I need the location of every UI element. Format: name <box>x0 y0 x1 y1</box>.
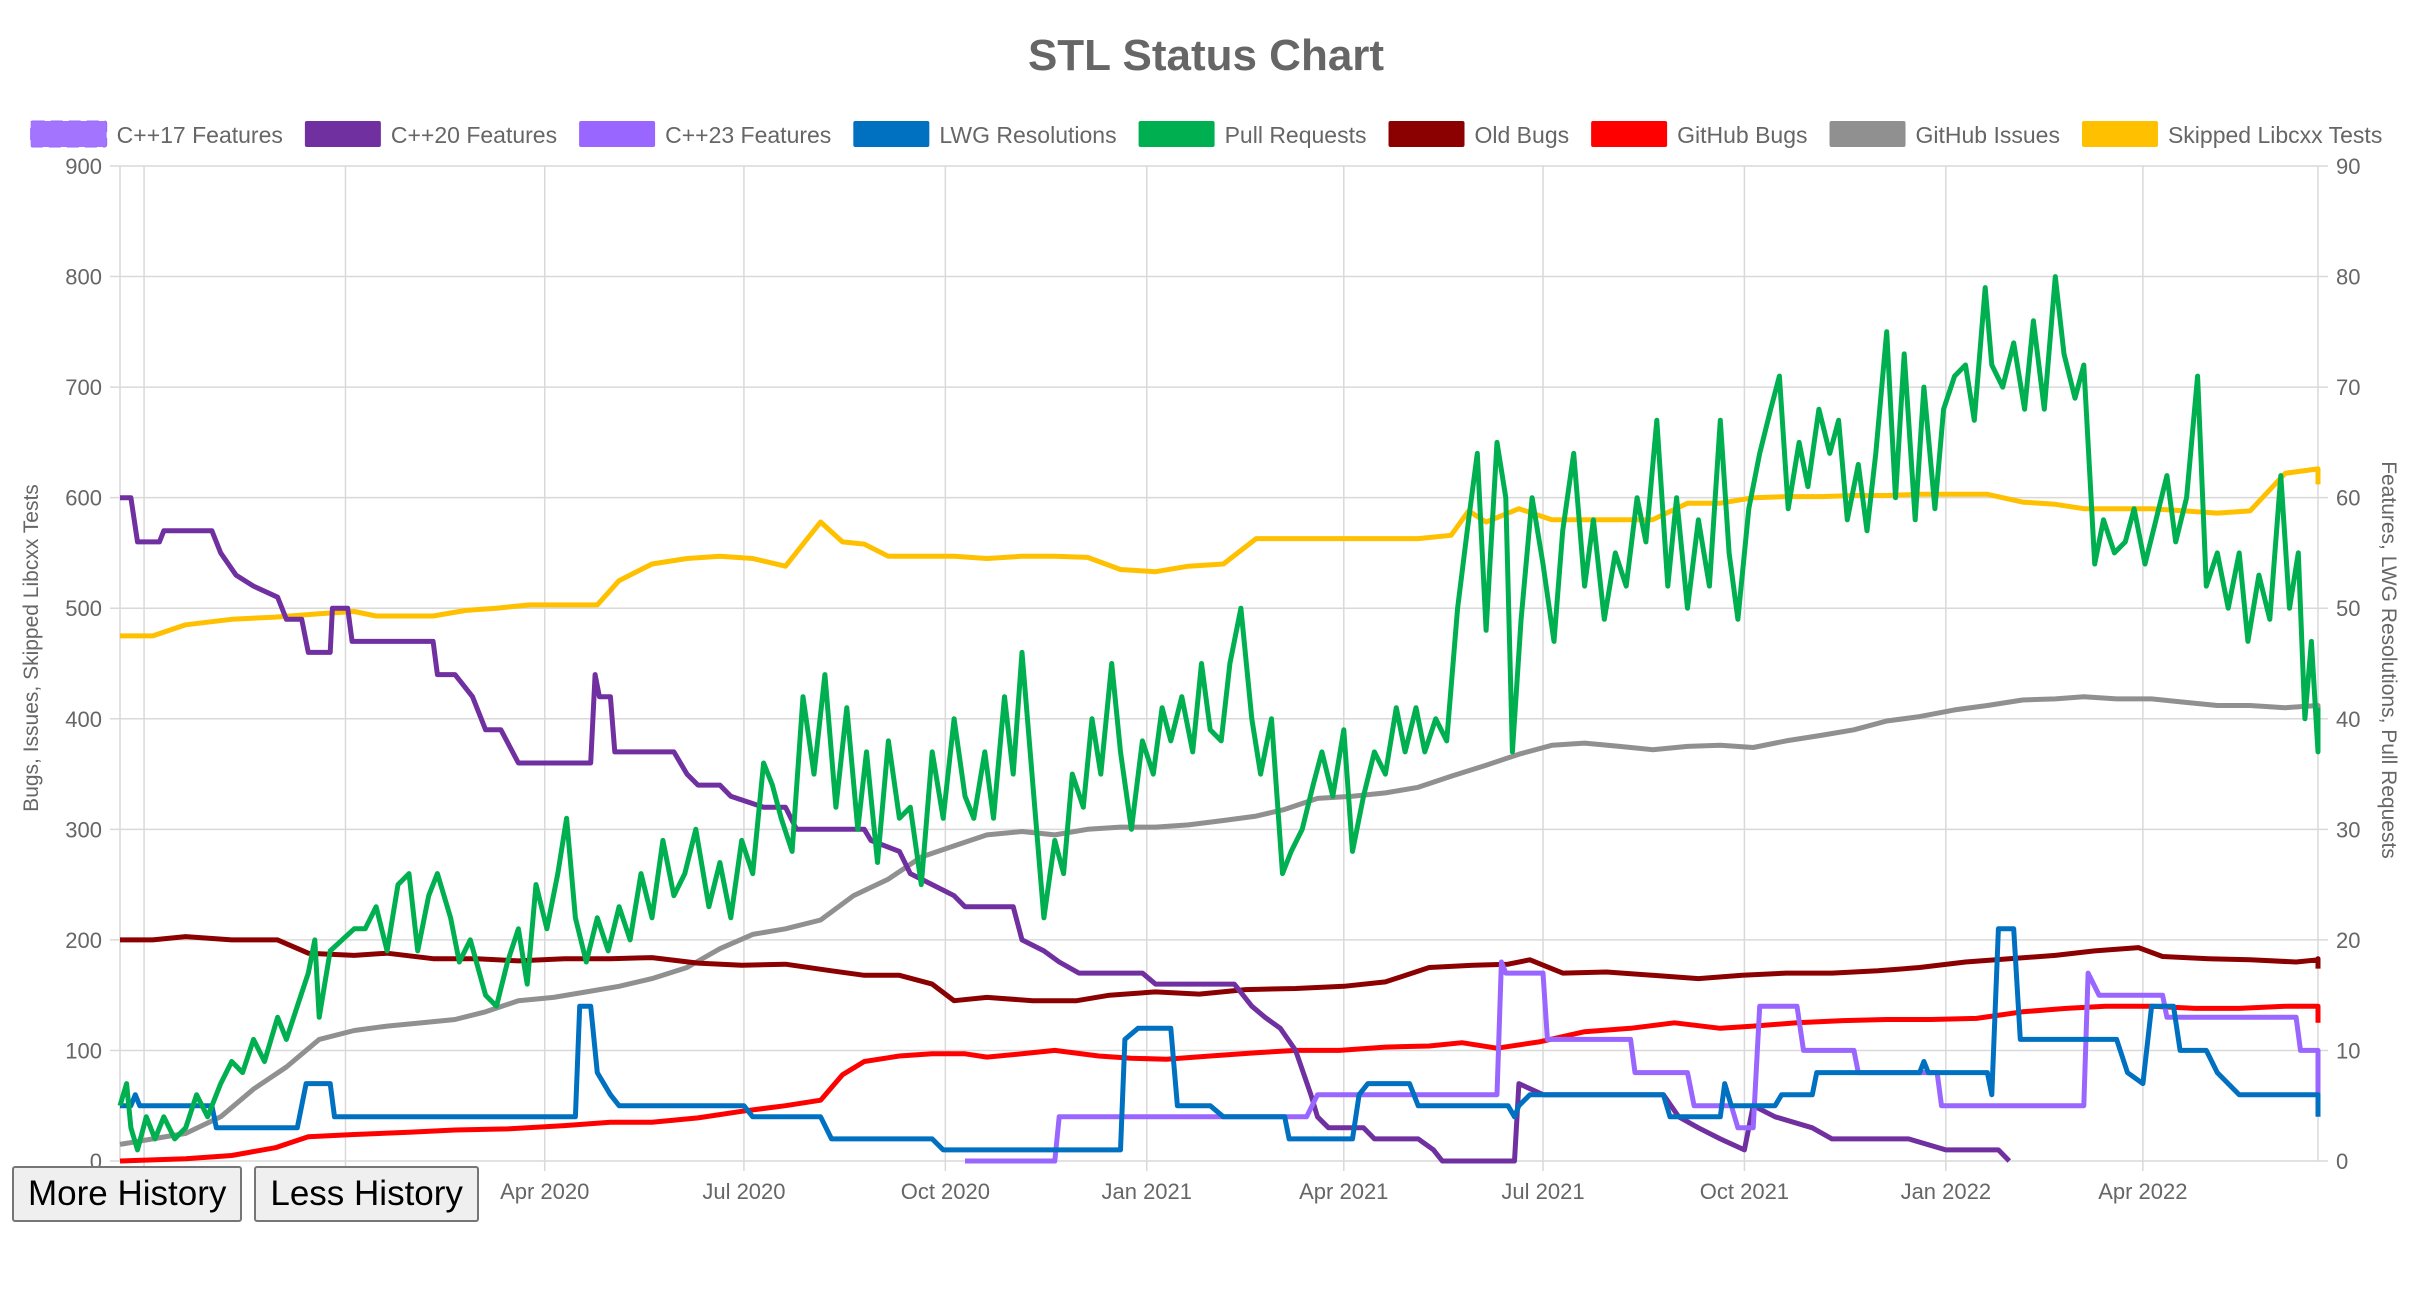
left-tick-label: 800 <box>65 265 102 290</box>
legend-item-pull-requests[interactable]: Pull Requests <box>1138 121 1367 148</box>
left-tick-label: 400 <box>65 707 102 732</box>
legend-label: Skipped Libcxx Tests <box>2168 122 2382 148</box>
chart-title: STL Status Chart <box>1028 31 1384 80</box>
chart-series <box>117 274 2321 1164</box>
legend-swatch <box>1388 121 1465 147</box>
legend-swatch <box>1591 121 1668 147</box>
legend-item-c-17-features[interactable]: C++17 Features <box>30 120 283 148</box>
left-tick-label: 100 <box>65 1038 102 1063</box>
right-tick-label: 40 <box>2336 707 2360 732</box>
x-tick-label: Jan 2021 <box>1101 1179 1192 1204</box>
legend-item-github-bugs[interactable]: GitHub Bugs <box>1591 121 1808 148</box>
chart-legend[interactable]: C++17 Features C++20 Features C++23 Featur… <box>30 120 2383 148</box>
right-tick-label: 50 <box>2336 596 2360 621</box>
legend-label: GitHub Bugs <box>1677 122 1807 148</box>
right-axis-label: Features, LWG Resolutions, Pull Requests <box>2377 461 2400 859</box>
legend-swatch <box>30 120 108 148</box>
series-line-lwg-resolutions <box>120 926 2321 1153</box>
series-line-github-issues <box>119 694 2321 1147</box>
legend-label: Old Bugs <box>1475 122 1570 148</box>
right-tick-label: 10 <box>2336 1038 2360 1063</box>
legend-item-c-23-features[interactable]: C++23 Features <box>579 121 831 148</box>
x-tick-label: Apr 2020 <box>500 1179 589 1204</box>
less-history-button[interactable]: Less History <box>254 1166 479 1222</box>
legend-label: C++17 Features <box>117 122 283 148</box>
left-axis-label: Bugs, Issues, Skipped Libcxx Tests <box>20 484 43 812</box>
right-tick-label: 80 <box>2336 265 2360 290</box>
legend-swatch <box>853 121 930 147</box>
right-tick-label: 0 <box>2336 1149 2348 1174</box>
x-tick-label: Apr 2021 <box>1299 1179 1388 1204</box>
legend-item-old-bugs[interactable]: Old Bugs <box>1388 121 1570 148</box>
x-tick-label: Jan 2022 <box>1901 1179 1992 1204</box>
right-tick-label: 20 <box>2336 928 2360 953</box>
legend-label: C++20 Features <box>391 122 557 148</box>
legend-label: Pull Requests <box>1225 122 1367 148</box>
legend-swatch <box>1829 121 1906 147</box>
x-tick-label: Apr 2022 <box>2098 1179 2187 1204</box>
legend-label: GitHub Issues <box>1916 122 2060 148</box>
legend-swatch <box>304 121 381 147</box>
series-line-skipped-libcxx-tests <box>120 466 2321 639</box>
series-line-old-bugs <box>120 934 2321 1004</box>
right-tick-label: 30 <box>2336 817 2360 842</box>
x-tick-label: Jul 2020 <box>702 1179 785 1204</box>
left-tick-label: 500 <box>65 596 102 621</box>
legend-item-github-issues[interactable]: GitHub Issues <box>1829 121 2060 148</box>
left-tick-label: 200 <box>65 928 102 953</box>
left-tick-label: 600 <box>65 486 102 511</box>
x-tick-label: Oct 2020 <box>901 1179 990 1204</box>
legend-swatch <box>1138 121 1215 147</box>
x-tick-label: Jul 2021 <box>1501 1179 1584 1204</box>
right-tick-label: 70 <box>2336 375 2360 400</box>
legend-label: LWG Resolutions <box>939 122 1116 148</box>
x-tick-label: Oct 2021 <box>1700 1179 1789 1204</box>
legend-swatch <box>579 121 656 147</box>
left-tick-label: 700 <box>65 375 102 400</box>
left-tick-label: 300 <box>65 817 102 842</box>
left-tick-label: 900 <box>65 154 102 179</box>
right-tick-label: 60 <box>2336 486 2360 511</box>
legend-item-c-20-features[interactable]: C++20 Features <box>304 121 557 148</box>
legend-label: C++23 Features <box>665 122 831 148</box>
more-history-button[interactable]: More History <box>12 1166 243 1222</box>
series-line-pull-requests <box>117 274 2321 1153</box>
legend-swatch <box>2081 121 2158 147</box>
legend-item-lwg-resolutions[interactable]: LWG Resolutions <box>853 121 1117 148</box>
legend-item-skipped-libcxx-tests[interactable]: Skipped Libcxx Tests <box>2081 121 2382 148</box>
history-controls: More History Less History <box>12 1166 479 1222</box>
right-tick-label: 90 <box>2336 154 2360 179</box>
